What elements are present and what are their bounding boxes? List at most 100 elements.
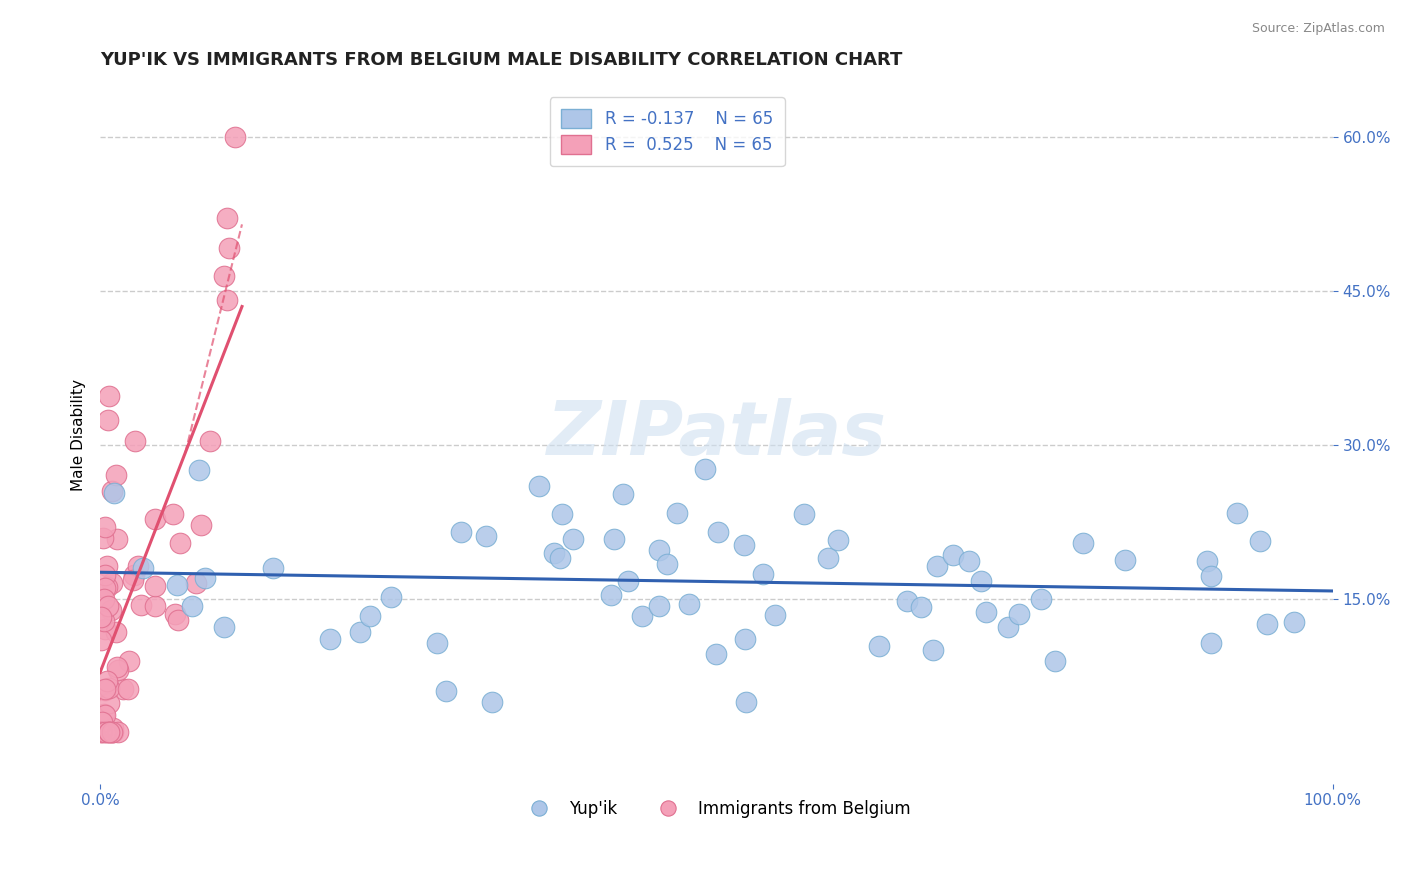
Point xyxy=(1256,617,1278,632)
Point xyxy=(543,545,565,559)
Point xyxy=(212,268,235,283)
Point xyxy=(1199,569,1222,583)
Point xyxy=(616,574,638,588)
Point xyxy=(162,507,184,521)
Point xyxy=(827,533,849,548)
Point xyxy=(380,590,402,604)
Point xyxy=(103,725,125,739)
Point xyxy=(734,632,756,646)
Point xyxy=(1008,607,1031,621)
Point xyxy=(763,608,786,623)
Point xyxy=(186,576,208,591)
Point xyxy=(96,673,118,688)
Point xyxy=(117,682,139,697)
Point xyxy=(97,599,120,613)
Point xyxy=(143,579,166,593)
Legend: Yup'ik, Immigrants from Belgium: Yup'ik, Immigrants from Belgium xyxy=(516,793,917,824)
Point xyxy=(602,532,624,546)
Point xyxy=(96,559,118,574)
Point xyxy=(551,508,574,522)
Point xyxy=(111,681,134,696)
Point xyxy=(752,567,775,582)
Point xyxy=(90,632,112,647)
Point xyxy=(1226,507,1249,521)
Point xyxy=(105,660,128,674)
Point xyxy=(704,647,727,661)
Y-axis label: Male Disability: Male Disability xyxy=(72,378,86,491)
Point xyxy=(194,571,217,585)
Point xyxy=(450,525,472,540)
Point xyxy=(100,603,122,617)
Point xyxy=(970,574,993,588)
Point xyxy=(997,620,1019,634)
Point xyxy=(167,614,190,628)
Point xyxy=(131,560,153,574)
Point xyxy=(107,725,129,739)
Point xyxy=(94,622,117,636)
Point xyxy=(143,512,166,526)
Point xyxy=(1197,554,1219,568)
Point xyxy=(188,463,211,477)
Point xyxy=(94,682,117,697)
Point xyxy=(98,389,121,403)
Point xyxy=(212,620,235,634)
Point xyxy=(96,580,118,594)
Point xyxy=(122,567,145,582)
Point xyxy=(224,129,246,144)
Point xyxy=(612,487,634,501)
Point xyxy=(181,599,204,614)
Point xyxy=(527,479,550,493)
Point xyxy=(1073,536,1095,550)
Point xyxy=(976,605,998,619)
Point xyxy=(666,506,689,520)
Point xyxy=(100,725,122,739)
Point xyxy=(678,597,700,611)
Point xyxy=(91,725,114,739)
Point xyxy=(474,528,496,542)
Point xyxy=(101,483,124,498)
Point xyxy=(97,697,120,711)
Point xyxy=(94,725,117,739)
Point xyxy=(198,434,221,449)
Point xyxy=(90,714,112,729)
Text: ZIPatlas: ZIPatlas xyxy=(547,398,886,471)
Point xyxy=(942,549,965,563)
Point xyxy=(143,599,166,613)
Point xyxy=(101,725,124,739)
Point xyxy=(927,559,949,574)
Text: Source: ZipAtlas.com: Source: ZipAtlas.com xyxy=(1251,22,1385,36)
Point xyxy=(631,608,654,623)
Point xyxy=(910,600,932,615)
Point xyxy=(868,640,890,654)
Point xyxy=(349,625,371,640)
Point xyxy=(1249,534,1271,549)
Point xyxy=(97,725,120,739)
Point xyxy=(707,524,730,539)
Point xyxy=(101,576,124,591)
Point xyxy=(94,520,117,534)
Point xyxy=(93,591,115,606)
Point xyxy=(166,578,188,592)
Point xyxy=(97,412,120,426)
Text: YUP'IK VS IMMIGRANTS FROM BELGIUM MALE DISABILITY CORRELATION CHART: YUP'IK VS IMMIGRANTS FROM BELGIUM MALE D… xyxy=(100,51,903,69)
Point xyxy=(190,518,212,533)
Point xyxy=(104,624,127,639)
Point xyxy=(957,554,980,568)
Point xyxy=(98,725,121,739)
Point xyxy=(90,609,112,624)
Point xyxy=(1282,615,1305,630)
Point xyxy=(648,599,671,613)
Point xyxy=(101,721,124,735)
Point xyxy=(647,542,669,557)
Point xyxy=(94,725,117,739)
Point xyxy=(93,614,115,628)
Point xyxy=(695,462,717,476)
Point xyxy=(98,725,121,739)
Point xyxy=(218,241,240,255)
Point xyxy=(817,551,839,566)
Point xyxy=(922,642,945,657)
Point xyxy=(600,588,623,602)
Point xyxy=(733,538,755,552)
Point xyxy=(94,708,117,723)
Point xyxy=(93,581,115,595)
